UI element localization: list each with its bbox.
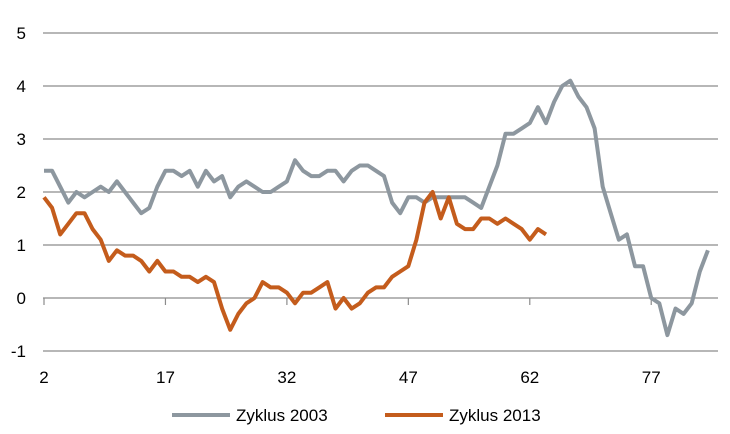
legend: Zyklus 2003 Zyklus 2013 xyxy=(172,406,541,425)
y-tick-label-0: 0 xyxy=(17,289,26,308)
y-tick-label-5: 5 xyxy=(17,24,26,43)
y-axis-tick-labels: -1 0 1 2 3 4 5 xyxy=(11,24,26,361)
x-tick-label-32: 32 xyxy=(277,368,296,387)
x-tick-label-17: 17 xyxy=(156,368,175,387)
y-tick-label-1: 1 xyxy=(17,236,26,255)
x-tick-label-62: 62 xyxy=(520,368,539,387)
x-axis-tick-labels: 2 17 32 47 62 77 xyxy=(39,368,660,387)
y-tick-label--1: -1 xyxy=(11,342,26,361)
x-tick-label-47: 47 xyxy=(399,368,418,387)
y-tick-label-4: 4 xyxy=(17,77,26,96)
x-tick-label-2: 2 xyxy=(39,368,48,387)
y-tick-label-2: 2 xyxy=(17,183,26,202)
series-line-zyklus-2013 xyxy=(42,190,548,332)
gridlines xyxy=(43,32,718,352)
y-tick-label-3: 3 xyxy=(17,130,26,149)
series-lines xyxy=(42,78,710,338)
legend-label-1: Zyklus 2003 xyxy=(236,406,328,425)
legend-label-2: Zyklus 2013 xyxy=(449,406,541,425)
series-line-zyklus-2003 xyxy=(44,78,710,338)
x-axis xyxy=(43,297,718,305)
x-tick-label-77: 77 xyxy=(642,368,661,387)
